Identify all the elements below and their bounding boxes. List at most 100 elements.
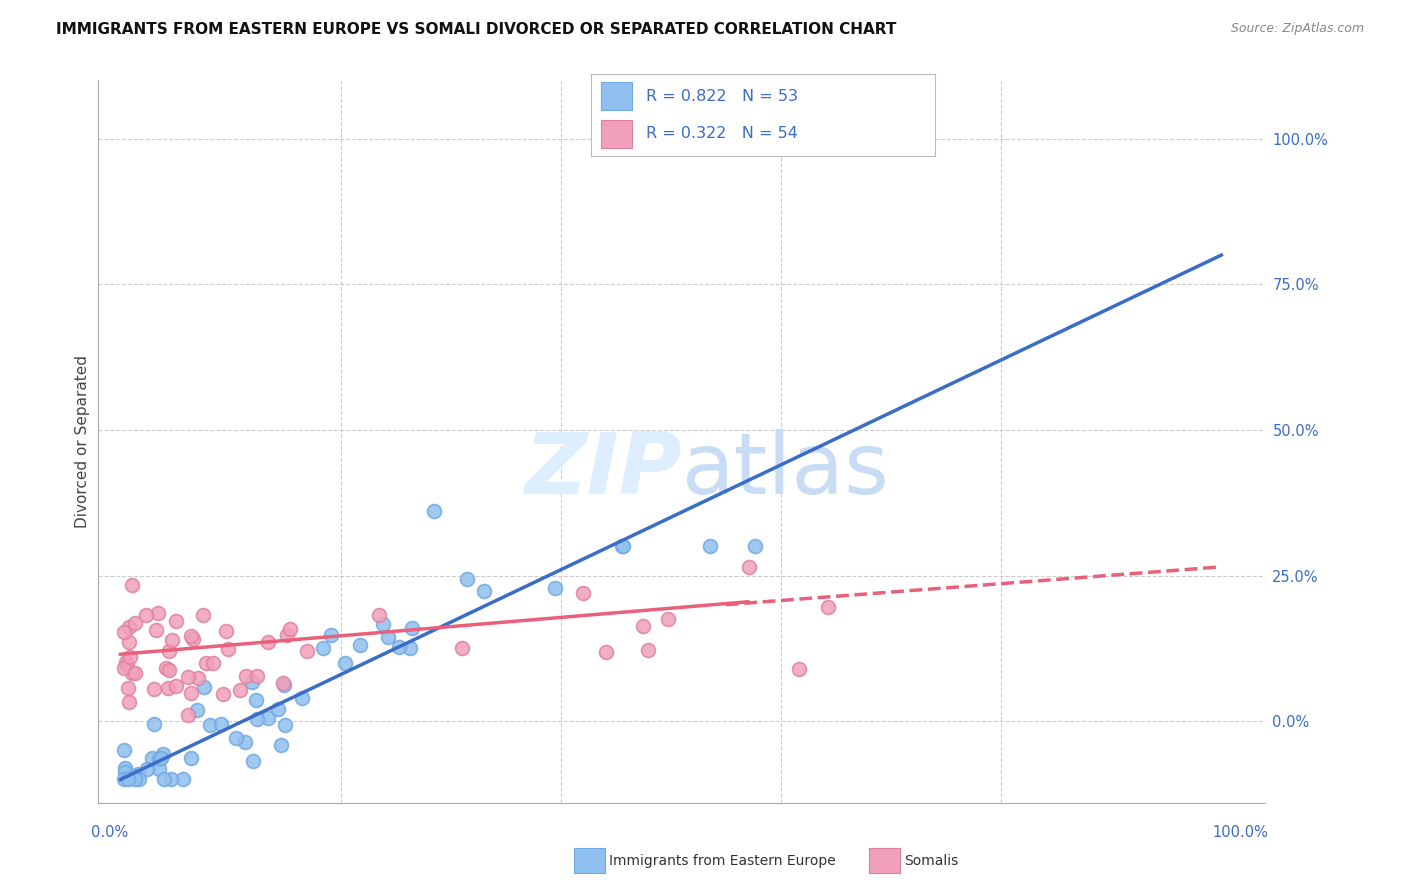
- Point: [544, 581, 567, 595]
- Point: [121, 578, 143, 592]
- Point: [156, 681, 179, 695]
- Point: [165, 614, 187, 628]
- Point: [595, 645, 617, 659]
- Point: [270, 738, 292, 752]
- Point: [271, 676, 294, 690]
- Point: [274, 718, 297, 732]
- Point: [142, 681, 165, 696]
- Text: Source: ZipAtlas.com: Source: ZipAtlas.com: [1230, 22, 1364, 36]
- Point: [135, 608, 157, 623]
- Point: [278, 622, 301, 636]
- Point: [180, 629, 202, 643]
- Point: [117, 635, 139, 649]
- Point: [572, 586, 595, 600]
- Text: atlas: atlas: [682, 429, 890, 512]
- Point: [117, 620, 139, 634]
- Point: [117, 681, 139, 696]
- Text: Somalis: Somalis: [904, 854, 959, 868]
- Point: [153, 772, 176, 787]
- Point: [146, 606, 169, 620]
- Point: [181, 632, 204, 646]
- Point: [112, 772, 135, 787]
- Y-axis label: Divorced or Separated: Divorced or Separated: [75, 355, 90, 528]
- Point: [114, 764, 136, 779]
- Point: [112, 661, 135, 675]
- Point: [127, 767, 149, 781]
- Point: [198, 718, 221, 732]
- Point: [155, 661, 177, 675]
- Point: [276, 628, 298, 642]
- Point: [122, 768, 145, 782]
- Point: [142, 717, 165, 731]
- Point: [312, 641, 335, 656]
- Point: [150, 750, 173, 764]
- Point: [211, 687, 233, 701]
- Point: [176, 670, 198, 684]
- Point: [157, 644, 180, 658]
- Point: [610, 540, 633, 554]
- Point: [228, 682, 250, 697]
- Point: [333, 656, 356, 670]
- Point: [141, 751, 163, 765]
- Point: [121, 665, 143, 680]
- Point: [256, 711, 278, 725]
- Point: [180, 686, 202, 700]
- Point: [787, 661, 810, 675]
- Text: Immigrants from Eastern Europe: Immigrants from Eastern Europe: [609, 854, 835, 868]
- Point: [451, 641, 474, 656]
- Point: [472, 583, 495, 598]
- Point: [117, 695, 139, 709]
- Point: [186, 702, 208, 716]
- Point: [817, 599, 839, 614]
- Point: [233, 735, 256, 749]
- Point: [744, 540, 766, 554]
- Point: [165, 679, 187, 693]
- Text: ZIP: ZIP: [524, 429, 682, 512]
- Point: [124, 772, 146, 787]
- Text: 100.0%: 100.0%: [1212, 825, 1268, 840]
- Point: [388, 640, 411, 654]
- Point: [152, 747, 174, 761]
- Point: [180, 751, 202, 765]
- Point: [456, 572, 478, 586]
- Point: [423, 504, 446, 518]
- Point: [631, 618, 654, 632]
- Point: [112, 625, 135, 640]
- Point: [273, 678, 295, 692]
- Point: [124, 666, 146, 681]
- Point: [162, 633, 184, 648]
- Point: [217, 642, 239, 657]
- Point: [235, 669, 257, 683]
- Point: [187, 671, 209, 685]
- Point: [371, 617, 394, 632]
- Point: [114, 762, 136, 776]
- Point: [290, 690, 312, 705]
- Point: [738, 559, 761, 574]
- FancyBboxPatch shape: [600, 82, 631, 110]
- Point: [349, 638, 371, 652]
- Point: [157, 663, 180, 677]
- Point: [148, 762, 170, 776]
- Point: [367, 607, 389, 622]
- Point: [112, 743, 135, 757]
- Point: [657, 612, 679, 626]
- Point: [124, 615, 146, 630]
- Text: 0.0%: 0.0%: [91, 825, 128, 840]
- Point: [215, 624, 238, 638]
- Point: [177, 708, 200, 723]
- Point: [117, 772, 139, 787]
- Point: [699, 540, 721, 554]
- Point: [245, 692, 267, 706]
- Point: [115, 658, 138, 673]
- Point: [637, 642, 659, 657]
- Point: [267, 702, 290, 716]
- Point: [160, 772, 183, 787]
- Point: [246, 712, 269, 726]
- Point: [148, 752, 170, 766]
- Point: [377, 630, 399, 644]
- Point: [246, 668, 269, 682]
- Point: [191, 607, 214, 622]
- Text: R = 0.822   N = 53: R = 0.822 N = 53: [645, 88, 797, 103]
- Point: [209, 717, 232, 731]
- Point: [193, 681, 215, 695]
